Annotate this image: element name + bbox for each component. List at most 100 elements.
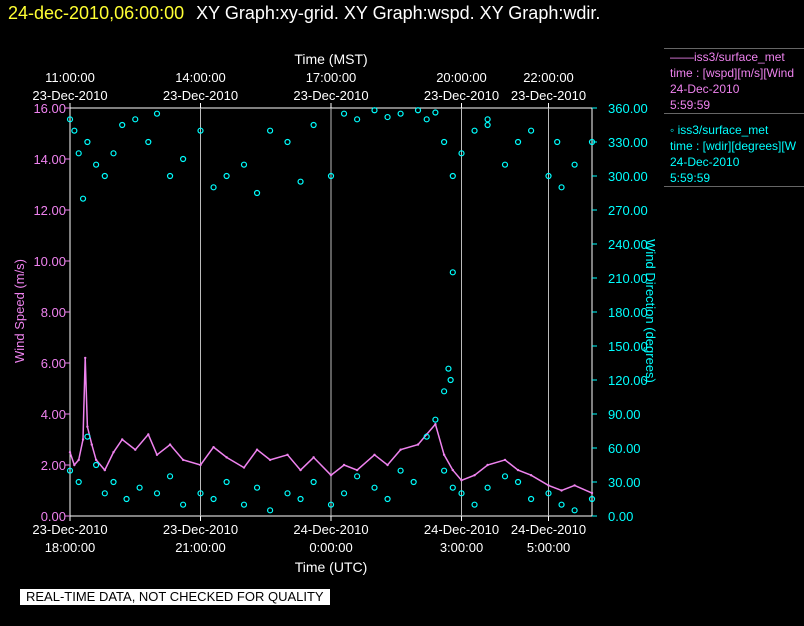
wind-direction-point xyxy=(101,490,108,497)
y2-tick-label: 150.00 xyxy=(608,339,648,354)
y-tick-label: 8.00 xyxy=(41,305,66,320)
y-tick-label: 0.00 xyxy=(41,509,66,524)
wind-speed-point xyxy=(84,356,87,360)
wind-direction-point xyxy=(92,161,100,168)
wind-direction-point xyxy=(166,172,174,180)
legend-source: iss3/surface_met xyxy=(677,123,769,137)
chart-header: 24-dec-2010,06:00:00 XY Graph:xy-grid. XY… xyxy=(0,0,600,26)
wind-direction-point xyxy=(484,484,491,491)
legend-variable: time : [wdir][degrees][W xyxy=(670,139,797,153)
wind-direction-point xyxy=(79,195,87,202)
wind-speed-point xyxy=(90,443,93,446)
wind-speed-point xyxy=(355,468,359,472)
wind-direction-point xyxy=(253,189,261,197)
y-tick-label: 2.00 xyxy=(41,458,66,473)
legend-variable: time : [wspd][m/s][Wind xyxy=(670,66,795,80)
wind-direction-point xyxy=(414,107,422,114)
wind-direction-point xyxy=(514,138,522,146)
y-tick-label: 16.00 xyxy=(33,101,66,116)
wind-speed-point xyxy=(503,458,507,462)
wind-speed-point xyxy=(286,453,289,456)
y-tick-label: 12.00 xyxy=(33,203,66,218)
wind-speed-point xyxy=(168,443,172,446)
wind-direction-point xyxy=(432,416,439,423)
wind-speed-point xyxy=(242,466,246,469)
legend-wspd: ——iss3/surface_met time : [wspd][m/s][Wi… xyxy=(664,48,804,114)
y2-tick-label: 210.00 xyxy=(608,271,648,286)
wind-direction-point xyxy=(340,490,348,497)
wind-speed-point xyxy=(73,463,76,467)
wind-direction-point xyxy=(101,172,108,180)
wind-speed-point xyxy=(442,453,446,456)
wind-direction-point xyxy=(240,161,248,168)
legend-date: 24-Dec-2010 xyxy=(670,155,740,169)
wind-speed-point xyxy=(255,448,259,451)
wind-direction-point xyxy=(92,461,100,469)
wind-direction-point xyxy=(371,107,378,114)
top-axis-title: Time (MST) xyxy=(294,51,367,67)
wind-speed-point xyxy=(434,423,437,426)
top-tick-date: 23-Dec-2010 xyxy=(293,88,368,103)
wind-speed-point xyxy=(486,463,489,467)
wind-speed-point xyxy=(451,468,454,472)
wind-direction-point xyxy=(197,127,204,134)
wind-direction-point xyxy=(84,138,91,146)
wind-direction-point xyxy=(223,478,230,486)
x-tick-time: 0:00:00 xyxy=(309,540,352,555)
wind-direction-point xyxy=(527,495,535,503)
wind-direction-point xyxy=(571,507,578,514)
wind-direction-point xyxy=(267,507,274,514)
y2-tick-label: 90.00 xyxy=(608,407,641,422)
x-tick-date: 24-Dec-2010 xyxy=(424,522,499,537)
wind-speed-point xyxy=(560,489,563,492)
wind-speed-point xyxy=(473,474,476,477)
wind-direction-point xyxy=(136,484,143,491)
bottom-axis-title: Time (UTC) xyxy=(295,559,368,575)
wind-direction-point xyxy=(110,478,117,486)
x-tick-time: 5:00:00 xyxy=(527,540,570,555)
wind-speed-point xyxy=(399,448,402,451)
wind-speed-point xyxy=(86,425,89,428)
wind-direction-point xyxy=(558,184,565,191)
legend-source: iss3/surface_met xyxy=(694,50,785,64)
wind-direction-point xyxy=(423,433,430,440)
wind-direction-point xyxy=(71,127,78,134)
wind-direction-point xyxy=(284,490,291,497)
wind-direction-point xyxy=(458,150,465,157)
timestamp: 24-dec-2010,06:00:00 xyxy=(8,3,185,23)
y-tick-label: 4.00 xyxy=(41,407,66,422)
wind-direction-point xyxy=(297,178,304,185)
wind-direction-point xyxy=(354,473,361,480)
wind-direction-point xyxy=(384,113,391,121)
wind-direction-point xyxy=(223,172,230,180)
wind-direction-point xyxy=(197,490,204,497)
wind-direction-point xyxy=(371,484,378,491)
y-tick-label: 6.00 xyxy=(41,356,66,371)
wind-direction-point xyxy=(458,490,465,497)
wind-direction-point xyxy=(340,110,348,117)
wind-direction-point xyxy=(445,365,452,372)
wind-direction-point xyxy=(588,138,596,146)
wind-direction-point xyxy=(501,473,509,480)
wind-direction-point xyxy=(180,155,187,163)
wind-speed-point xyxy=(547,484,550,487)
x-tick-time: 21:00:00 xyxy=(175,540,226,555)
wind-direction-point xyxy=(545,490,552,497)
wind-speed-point xyxy=(134,448,137,451)
wind-direction-point xyxy=(84,433,91,440)
top-tick-time: 14:00:00 xyxy=(175,70,226,85)
wind-speed-point xyxy=(373,453,376,456)
wind-direction-point xyxy=(441,388,448,395)
top-tick-date: 23-Dec-2010 xyxy=(424,88,499,103)
graph-list: XY Graph:xy-grid. XY Graph:wspd. XY Grap… xyxy=(196,3,601,23)
wind-direction-point xyxy=(240,501,248,508)
wind-speed-point xyxy=(77,458,80,462)
y2-tick-label: 270.00 xyxy=(608,203,648,218)
wind-speed-point xyxy=(312,456,315,459)
wind-speed-point xyxy=(121,438,124,441)
top-tick-time: 22:00:00 xyxy=(523,70,574,85)
top-tick-time: 11:00:00 xyxy=(45,70,95,85)
wind-direction-point xyxy=(449,269,456,276)
wind-direction-point xyxy=(441,467,448,474)
legend-date: 24-Dec-2010 xyxy=(670,82,740,96)
